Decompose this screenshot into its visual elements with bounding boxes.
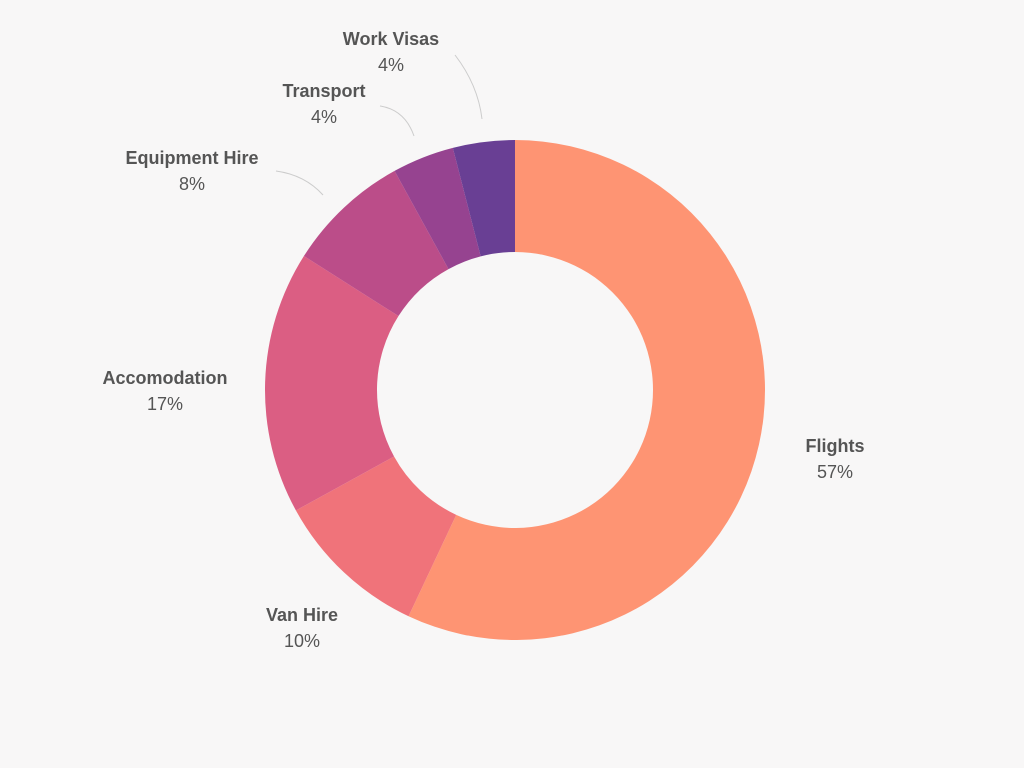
slice-accomodation [265, 256, 399, 511]
leader-line-equipment-hire [275, 170, 324, 196]
leader-line-work-visas [454, 54, 483, 120]
slice-transport [394, 147, 481, 270]
slices-layer [265, 140, 765, 640]
slice-value-accomodation: 17% [147, 394, 183, 414]
slice-value-transport: 4% [311, 107, 337, 127]
slice-value-work-visas: 4% [378, 55, 404, 75]
slice-label-flights: Flights [806, 436, 865, 456]
slice-work-visas [452, 140, 515, 257]
slice-label-equipment-hire: Equipment Hire [125, 148, 258, 168]
leader-lines-layer [275, 54, 483, 196]
slice-flights [408, 140, 765, 640]
slice-equipment-hire [303, 170, 449, 317]
leader-line-transport [379, 105, 415, 137]
slice-label-van-hire: Van Hire [266, 605, 338, 625]
slice-value-equipment-hire: 8% [179, 174, 205, 194]
slice-label-work-visas: Work Visas [343, 29, 439, 49]
labels-layer: Flights 57% Van Hire 10% Accomodation 17% Equi… [102, 29, 864, 651]
slice-label-accomodation: Accomodation [102, 368, 227, 388]
slice-label-transport: Transport [282, 81, 365, 101]
slice-van-hire [295, 456, 457, 617]
slice-value-flights: 57% [817, 462, 853, 482]
slice-value-van-hire: 10% [284, 631, 320, 651]
